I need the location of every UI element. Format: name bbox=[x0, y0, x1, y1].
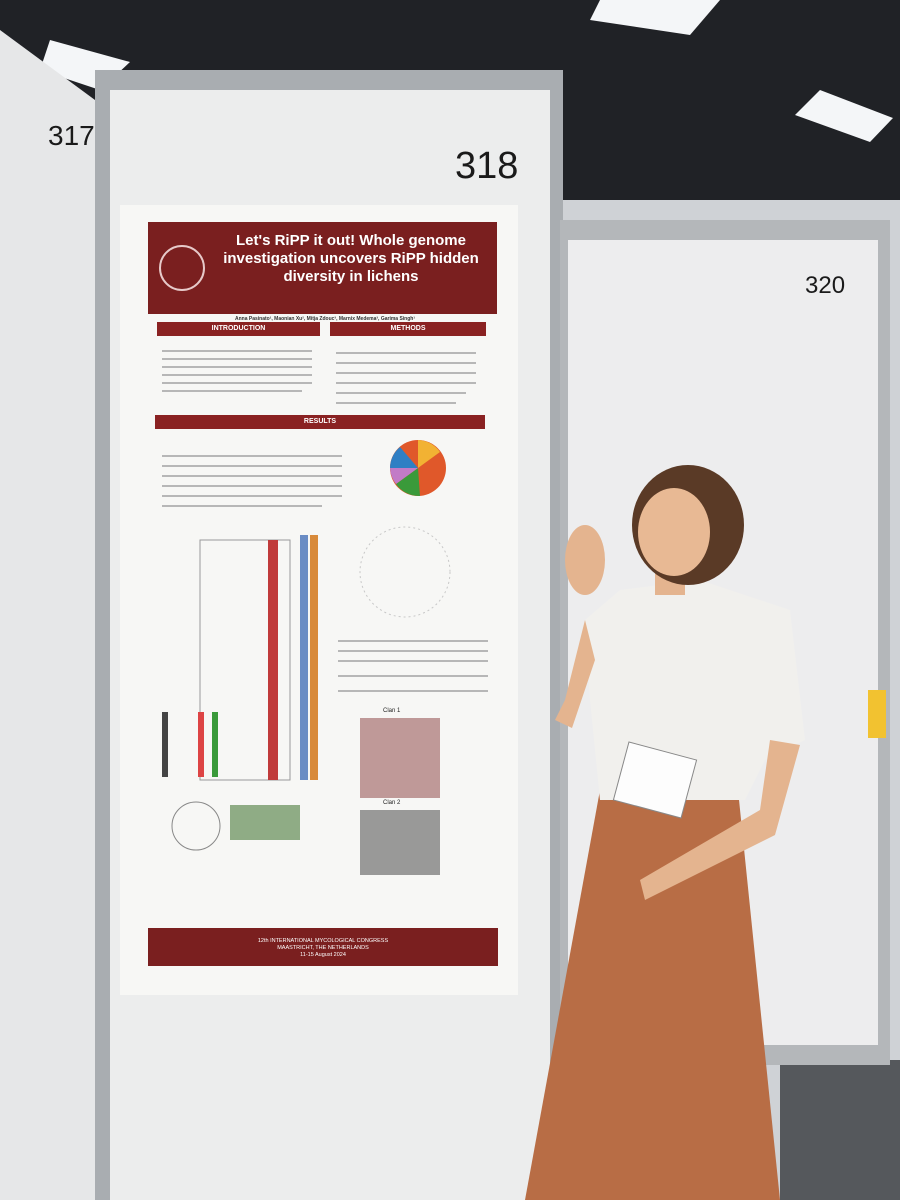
booth-number: 317 bbox=[48, 120, 95, 151]
booth-number: 320 bbox=[805, 272, 846, 299]
booth-number: 318 bbox=[455, 145, 519, 187]
network-figure bbox=[359, 526, 451, 618]
footer-line: 11-15 August 2024 bbox=[300, 952, 346, 958]
body-text bbox=[162, 350, 488, 692]
university-seal bbox=[159, 245, 205, 291]
section-header: INTRODUCTION bbox=[157, 322, 320, 336]
floor bbox=[780, 1060, 900, 1200]
poster-footer: 12th INTERNATIONAL MYCOLOGICAL CONGRESS … bbox=[148, 938, 498, 959]
poster bbox=[120, 205, 518, 995]
pie-figure bbox=[390, 440, 446, 497]
panel-clip bbox=[868, 690, 886, 738]
ceiling-light bbox=[795, 90, 893, 142]
footer-banner bbox=[148, 928, 498, 966]
title-banner bbox=[148, 222, 497, 314]
footer-line: MAASTRICHT, THE NETHERLANDS bbox=[277, 945, 369, 951]
section-header: RESULTS bbox=[155, 415, 485, 429]
figure-label: Clan 2 bbox=[383, 800, 401, 806]
person bbox=[525, 465, 805, 1200]
section-header: METHODS bbox=[330, 322, 486, 336]
poster-authors: Anna Pasinato¹, Maonian Xu², Mitja Zdouc… bbox=[234, 316, 416, 322]
footer-line: 12th INTERNATIONAL MYCOLOGICAL CONGRESS bbox=[257, 938, 389, 944]
figure-label: Clan 1 bbox=[383, 708, 401, 714]
panel-317 bbox=[0, 30, 95, 1200]
ceiling-light bbox=[590, 0, 720, 35]
poster-title: Let's RiPP it out! Whole genome investig… bbox=[223, 232, 479, 285]
clan-figures bbox=[171, 718, 440, 875]
tree-figure bbox=[162, 535, 318, 781]
